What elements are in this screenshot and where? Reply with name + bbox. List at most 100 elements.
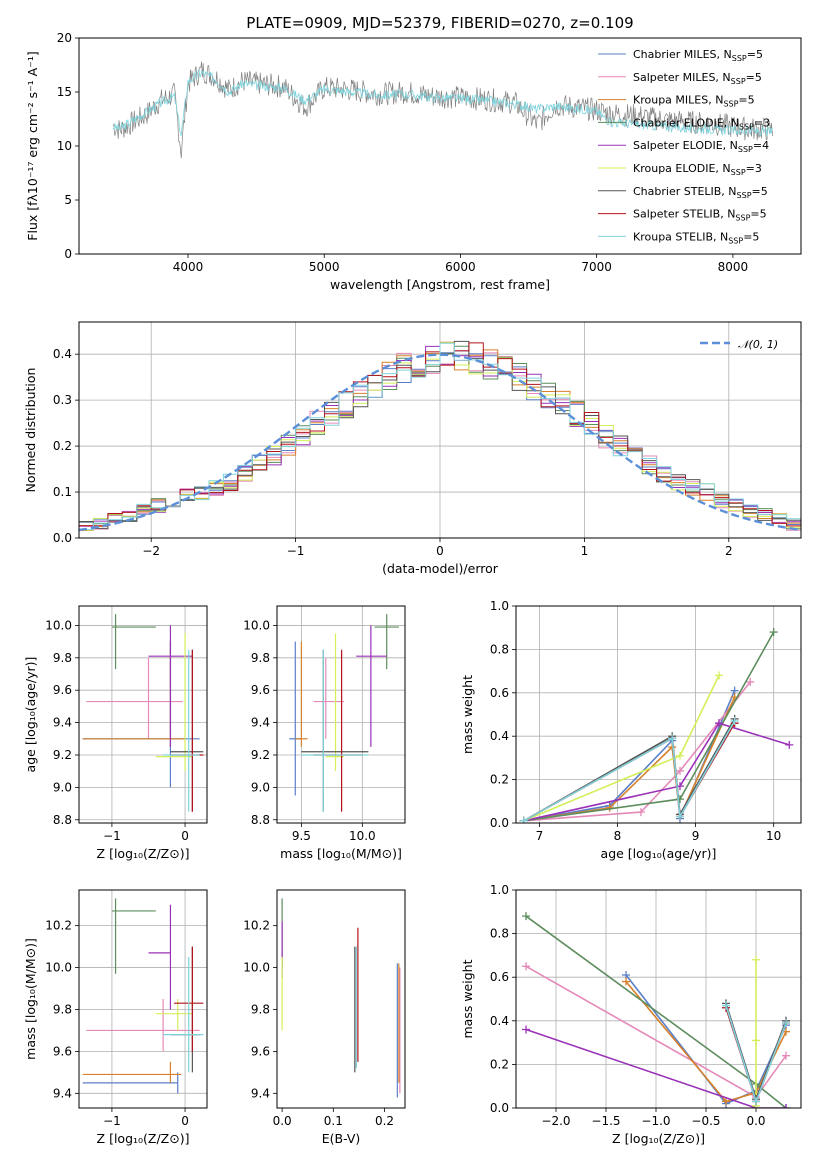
weight-marker [675, 751, 684, 760]
y-tick-label: 9.4 [53, 716, 72, 730]
y-tick-label: 0.4 [53, 347, 72, 361]
legend-entry: Chabrier MILES, NSSP=5 [633, 48, 763, 63]
weight-marker [668, 734, 677, 743]
legend-subscript: SSP [737, 191, 752, 200]
panel-age-vs-z: −1 0 8.8 9.0 9.2 9.4 9.6 9.8 10.0 Z [log₁₀(Z/Z⊙)]… [23, 605, 208, 861]
x-tick-label: 0.1 [324, 1114, 343, 1128]
x-tick-label: −2.0 [541, 1114, 570, 1128]
axes-frame [78, 889, 208, 1109]
y-tick-label: 0.0 [53, 531, 72, 545]
x-tick-label: 5000 [309, 260, 340, 274]
legend-entry: Salpeter ELODIE, NSSP=4 [633, 139, 769, 154]
plot-area-age-vs-mass [289, 614, 399, 812]
y-tick-label: 9.8 [251, 1002, 270, 1016]
y-tick-label: 0.4 [490, 729, 509, 743]
y-tick-label: 9.6 [251, 1044, 270, 1058]
x-axis-label: E(B-V) [322, 1131, 361, 1146]
x-axis-label: mass [log₁₀(M/M⊙)] [280, 846, 402, 861]
y-tick-label: 9.4 [53, 1086, 72, 1100]
weight-marker [730, 717, 739, 726]
weight-marker [636, 808, 645, 817]
y-tick-label: 0.2 [53, 439, 72, 453]
y-tick-label: 15 [57, 85, 72, 99]
y-tick-label: 20 [57, 31, 72, 45]
x-tick-label: 10.0 [349, 829, 376, 843]
y-tick-label: 9.8 [53, 651, 72, 665]
legend-entry: Chabrier ELODIE, NSSP=3 [633, 116, 770, 131]
y-tick-label: 9.6 [53, 683, 72, 697]
panel-mass-weight-vs-age: 7 8 9 10 0.0 0.2 0.4 0.6 0.8 1.0 age [log₁₀(age/yr… [460, 599, 802, 861]
weight-marker [522, 962, 530, 971]
x-tick-label: 10 [766, 829, 781, 843]
normal-reference-curve [79, 353, 801, 532]
y-tick-label: 10.0 [45, 961, 72, 975]
weight-line [525, 1028, 786, 1108]
x-tick-label: 7000 [581, 260, 612, 274]
x-tick-label: 1 [581, 544, 589, 558]
x-tick-label: 0 [181, 829, 189, 843]
x-tick-label: 0 [436, 544, 444, 558]
legend-subscript: SSP [738, 145, 753, 154]
y-tick-label: 10.0 [243, 961, 270, 975]
legend-nssp: =5 [747, 48, 763, 61]
plot-area-mass-weight-vs-z [522, 912, 790, 1108]
weight-marker [769, 628, 778, 637]
weight-marker [782, 1051, 790, 1060]
spectrum-line-data [112, 61, 774, 159]
weight-marker [522, 1025, 530, 1034]
x-tick-label: 7 [536, 829, 544, 843]
x-tick-label: 0 [181, 1114, 189, 1128]
panel-residuals: −2 −1 0 1 2 0.0 0.1 0.2 0.3 0.4 (data-model)/error… [23, 321, 802, 576]
y-tick-label: 0.0 [490, 816, 509, 830]
axes-frame [78, 37, 802, 255]
weight-marker [715, 671, 724, 680]
x-axis-label: age [log₁₀(age/yr)] [601, 846, 717, 861]
y-tick-label: 9.2 [251, 748, 270, 762]
legend-nssp: =3 [746, 162, 762, 175]
axes-frame [276, 605, 406, 824]
legend-nssp: =5 [743, 230, 759, 243]
panel-age-vs-mass: 9.5 10.0 8.8 9.0 9.2 9.4 9.6 9.8 10.0 mass [log₁₀… [243, 605, 406, 861]
y-tick-label: 1.0 [490, 599, 509, 613]
x-tick-label: −2 [142, 544, 160, 558]
weight-marker [746, 677, 755, 686]
legend-entry: Salpeter MILES, NSSP=5 [633, 71, 762, 86]
legend-subscript: SSP [739, 122, 754, 131]
x-tick-label: −1 [103, 829, 121, 843]
x-tick-label: 4000 [173, 260, 204, 274]
plot-area-mass-weight-vs-age [519, 628, 794, 823]
y-tick-label: 0.4 [490, 1014, 509, 1028]
weight-marker [522, 912, 530, 921]
y-tick-label: 9.0 [53, 780, 72, 794]
panel-mass-vs-z: −1 0 9.4 9.6 9.8 10.0 10.2 Z [log₁₀(Z/Z⊙)] mass … [23, 889, 208, 1146]
weight-marker [722, 1097, 730, 1106]
legend-entry: Kroupa ELODIE, NSSP=3 [633, 162, 762, 177]
y-tick-label: 5 [64, 193, 72, 207]
weight-marker [675, 795, 684, 804]
panel-mass-weight-vs-z: −2.0 −1.5 −1.0 −0.5 0.0 0.0 0.2 0.4 0.6 0.8 1.0 Z [… [460, 883, 802, 1146]
y-tick-label: 8.8 [251, 813, 270, 827]
y-tick-label: 10 [57, 139, 72, 153]
weight-marker [752, 955, 760, 964]
weight-marker [722, 1001, 730, 1010]
weight-line [523, 681, 751, 822]
histogram-kroupa-stelib [79, 342, 801, 531]
y-tick-label: 0.6 [490, 970, 509, 984]
legend-subscript: SSP [728, 236, 743, 245]
axes-frame [515, 605, 802, 824]
panel-spectrum: 4000 5000 6000 7000 8000 0 5 10 15 20 wavelength [… [25, 31, 802, 292]
y-axis-label: mass weight [460, 675, 475, 754]
axes-frame [515, 889, 802, 1109]
y-axis-label: mass [log₁₀(M/M⊙)] [23, 938, 38, 1060]
y-tick-label: 0 [64, 247, 72, 261]
legend-subscript: SSP [732, 54, 747, 63]
y-axis-label: age [log₁₀(age/yr)] [23, 657, 38, 773]
y-axis-label: mass weight [460, 959, 475, 1038]
legend-entry: Chabrier STELIB, NSSP=5 [633, 185, 768, 200]
y-tick-label: 10.0 [243, 618, 270, 632]
y-tick-label: 8.8 [53, 813, 72, 827]
axes-frame [276, 889, 406, 1109]
y-tick-label: 10.0 [45, 618, 72, 632]
legend-nssp: =4 [753, 139, 769, 152]
legend-nssp: =5 [750, 208, 766, 221]
